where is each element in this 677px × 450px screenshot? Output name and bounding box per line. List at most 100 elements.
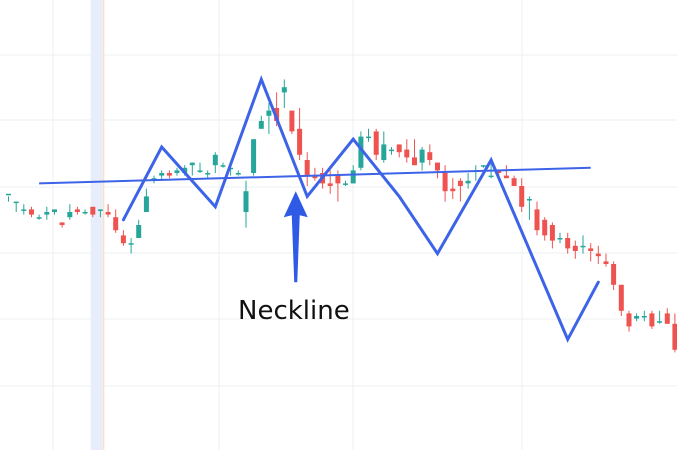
candle bbox=[565, 232, 571, 254]
candle-body bbox=[90, 206, 96, 215]
candle-body bbox=[120, 235, 126, 244]
candle-body bbox=[366, 136, 371, 139]
candle-body bbox=[435, 162, 440, 171]
candle-body bbox=[358, 136, 364, 168]
candle-body bbox=[572, 245, 578, 251]
candle-body bbox=[151, 178, 157, 180]
candle-body bbox=[289, 110, 295, 132]
candles bbox=[6, 79, 677, 353]
highlighted-candle-band bbox=[90, 0, 105, 450]
candle bbox=[381, 131, 387, 163]
candle bbox=[534, 201, 540, 236]
candle-body bbox=[595, 253, 601, 257]
candle bbox=[611, 261, 617, 290]
candle bbox=[664, 308, 670, 324]
candle-body bbox=[343, 183, 348, 185]
candle bbox=[21, 204, 27, 215]
candle bbox=[427, 144, 433, 166]
candle-body bbox=[212, 154, 218, 166]
candle bbox=[29, 206, 34, 218]
candle-body bbox=[52, 209, 57, 212]
candle bbox=[480, 165, 486, 168]
candle-body bbox=[634, 316, 640, 319]
candle-body bbox=[266, 110, 272, 116]
candle-body bbox=[205, 173, 211, 175]
candle bbox=[366, 128, 371, 142]
candle-body bbox=[136, 225, 142, 238]
head-and-shoulders-path bbox=[121, 75, 600, 343]
candle bbox=[251, 139, 257, 176]
candle-body bbox=[159, 173, 165, 176]
candle-body bbox=[74, 209, 80, 212]
candle bbox=[105, 204, 111, 218]
candle bbox=[557, 232, 563, 244]
up-arrow-icon bbox=[283, 191, 308, 283]
candle bbox=[52, 209, 57, 215]
candle bbox=[549, 222, 555, 249]
candle bbox=[128, 238, 134, 254]
candle-body bbox=[419, 149, 425, 163]
candle-body bbox=[189, 162, 195, 166]
candle-body bbox=[588, 248, 594, 251]
candle-body bbox=[82, 212, 88, 214]
candle-body bbox=[251, 139, 257, 173]
candle-body bbox=[611, 264, 617, 285]
candle-body bbox=[67, 212, 73, 218]
candle-body bbox=[465, 180, 471, 184]
candle-body bbox=[327, 183, 333, 186]
candle bbox=[672, 313, 677, 353]
candle-body bbox=[412, 157, 417, 166]
candle bbox=[120, 230, 126, 246]
candle-body bbox=[404, 149, 410, 158]
candle bbox=[304, 152, 310, 186]
candle-body bbox=[335, 175, 341, 184]
candle bbox=[235, 170, 241, 176]
candle bbox=[450, 178, 456, 199]
candle-body bbox=[496, 170, 502, 173]
candle-body bbox=[258, 121, 264, 129]
candle bbox=[13, 201, 19, 212]
candle-body bbox=[672, 323, 677, 350]
candle bbox=[36, 214, 42, 220]
candle bbox=[212, 152, 218, 173]
candle-body bbox=[626, 313, 632, 327]
candle bbox=[174, 167, 180, 176]
candle-body bbox=[297, 128, 303, 155]
candle-body bbox=[243, 191, 249, 212]
candle-body bbox=[542, 219, 548, 236]
candle bbox=[258, 115, 264, 129]
neckline-label: Neckline bbox=[238, 296, 350, 326]
candle bbox=[143, 188, 149, 212]
candle bbox=[373, 128, 379, 160]
candle bbox=[649, 310, 655, 329]
candle-body bbox=[480, 165, 486, 167]
candle-body bbox=[603, 261, 609, 264]
candle-body bbox=[29, 209, 34, 215]
candle-body bbox=[381, 144, 387, 160]
candle-body bbox=[312, 175, 318, 179]
candle bbox=[511, 175, 517, 186]
neckline-line bbox=[39, 166, 591, 185]
candle bbox=[289, 110, 295, 134]
candle bbox=[641, 310, 647, 322]
candle-body bbox=[235, 173, 241, 175]
candle-body bbox=[44, 212, 50, 215]
candle-body bbox=[105, 212, 111, 215]
candle-body bbox=[427, 152, 433, 160]
candle bbox=[220, 162, 226, 168]
candle bbox=[626, 310, 632, 332]
candle-body bbox=[143, 196, 149, 212]
candle bbox=[603, 253, 609, 267]
candle bbox=[59, 222, 65, 228]
candle-body bbox=[166, 173, 172, 176]
candle-body bbox=[503, 175, 509, 179]
candle-body bbox=[526, 199, 532, 201]
candle bbox=[580, 235, 586, 254]
candle bbox=[542, 217, 548, 241]
candle bbox=[465, 173, 471, 189]
candle bbox=[266, 102, 272, 134]
candle-body bbox=[13, 201, 19, 204]
candle bbox=[657, 310, 663, 324]
candle bbox=[189, 162, 195, 176]
